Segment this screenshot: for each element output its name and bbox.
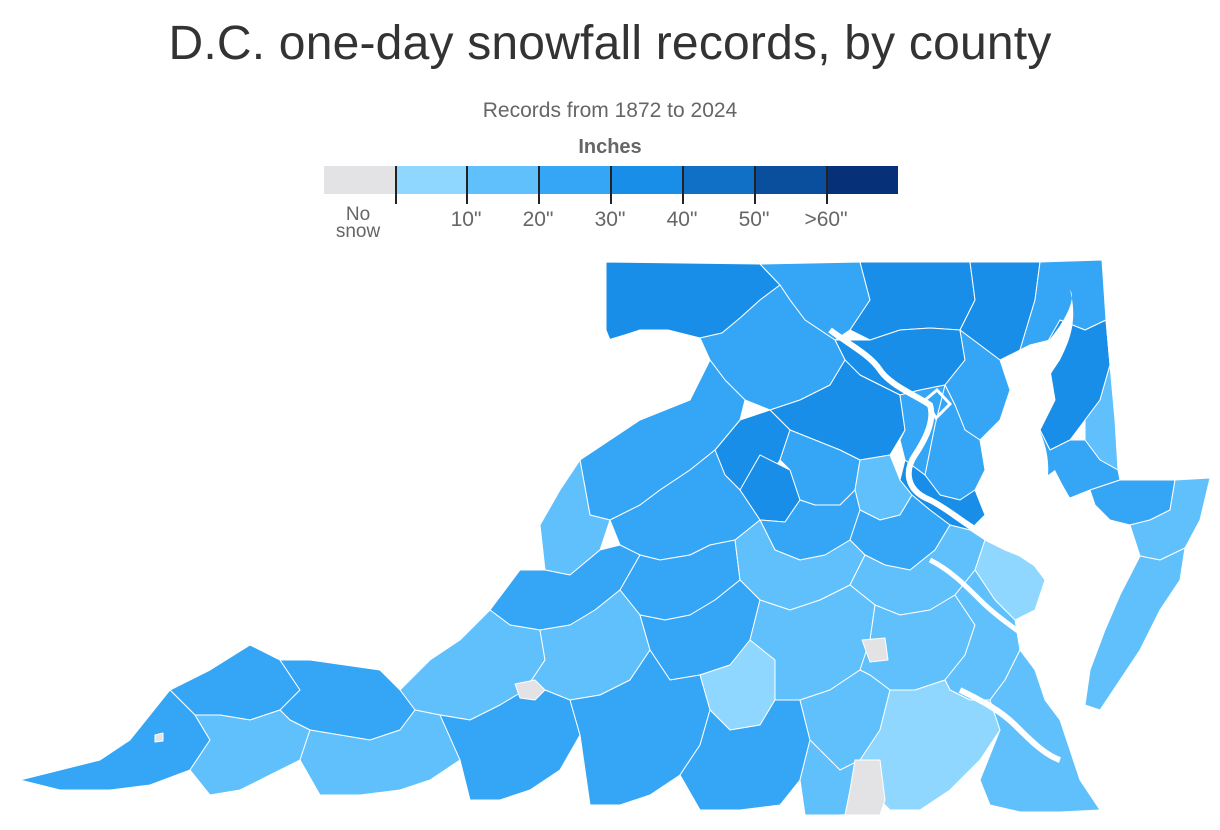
water-bodies [828, 290, 1105, 763]
county-region [979, 649, 1101, 813]
legend-tick [610, 166, 612, 204]
legend-no-snow-line1: No [345, 204, 371, 225]
county-region [849, 261, 976, 341]
county-no-snow [844, 759, 886, 816]
legend-tick [754, 166, 756, 204]
legend-swatch-30-40 [611, 166, 683, 194]
potomac-river [828, 327, 1047, 573]
rappahannock-river [928, 557, 1032, 643]
legend-tick [395, 166, 397, 204]
county-region [1084, 547, 1186, 711]
james-river [958, 687, 1062, 763]
legend-tick-label-60: >60" [804, 208, 848, 231]
legend-tick-label-50: 50" [738, 208, 770, 231]
legend-no-snow-line2: snow [335, 221, 381, 242]
legend-tick [682, 166, 684, 204]
legend-tick-label-20: 20" [522, 208, 554, 231]
legend-swatch-50-60 [754, 166, 827, 194]
chart-title: D.C. one-day snowfall records, by county [168, 17, 1052, 70]
legend-swatch-0-10 [395, 166, 468, 194]
county-region [189, 709, 311, 796]
legend-swatch-no-snow [324, 166, 396, 194]
chesapeake-bay [1008, 290, 1105, 723]
legend-tick [466, 166, 468, 204]
color-legend [324, 166, 898, 194]
west-boundary-mask [0, 250, 710, 780]
dc-boundary [923, 387, 953, 421]
legend-swatch-10-20 [467, 166, 540, 194]
legend-tick [538, 166, 540, 204]
legend-tick-label-10: 10" [450, 208, 482, 231]
chart-subtitle: Records from 1872 to 2024 [482, 99, 738, 122]
county-no-snow [861, 637, 889, 663]
legend-swatch-60-plus [826, 166, 898, 194]
legend-tick-label-30: 30" [594, 208, 626, 231]
legend-no-snow-label: No snow [328, 204, 388, 242]
legend-swatch-40-50 [682, 166, 755, 194]
legend-title: Inches [578, 136, 642, 158]
legend-tick [826, 166, 828, 204]
legend-tick-label-40: 40" [666, 208, 698, 231]
county-no-snow [514, 679, 546, 701]
county-no-snow [154, 732, 164, 743]
legend-swatch-20-30 [539, 166, 611, 194]
